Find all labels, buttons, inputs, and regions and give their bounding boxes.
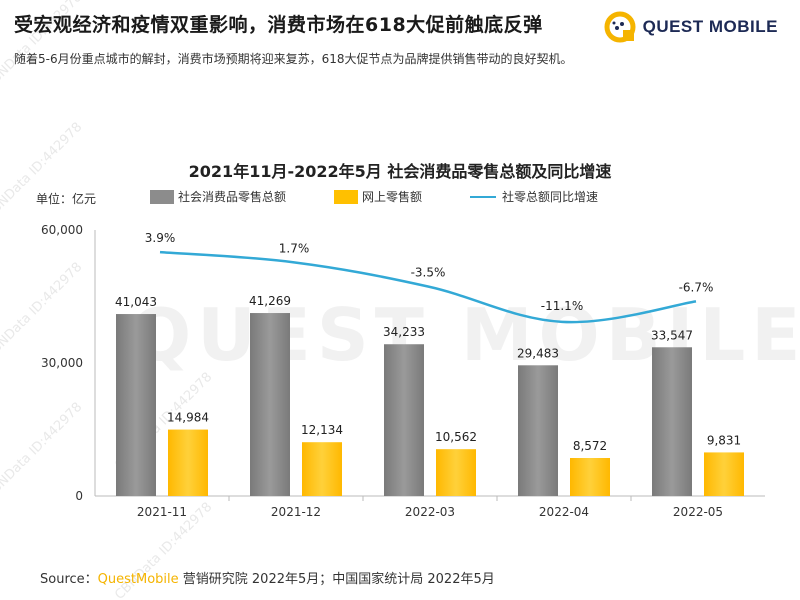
bar-total xyxy=(518,365,558,496)
data-label-online: 10,562 xyxy=(435,430,477,444)
legend-label-online: 网上零售额 xyxy=(362,190,423,204)
quest-mobile-logo-icon xyxy=(604,11,636,43)
data-label-online: 12,134 xyxy=(301,423,343,437)
bar-online xyxy=(168,429,208,496)
logo-text: QUEST MOBILE xyxy=(642,17,778,36)
legend-swatch-growth xyxy=(470,195,497,198)
data-label-growth: -6.7% xyxy=(679,280,714,294)
bar-total xyxy=(384,344,424,496)
data-label-growth: -11.1% xyxy=(541,299,583,313)
data-label-online: 14,984 xyxy=(167,411,209,425)
y-tick-label: 30,000 xyxy=(41,356,83,370)
x-tick-label: 2021-11 xyxy=(137,505,187,519)
source-footer: Source：QuestMobile 营销研究院 2022年5月；中国国家统计局… xyxy=(40,568,495,587)
data-label-growth: 1.7% xyxy=(279,241,310,255)
x-tick-label: 2021-12 xyxy=(271,505,321,519)
source-prefix: Source： xyxy=(40,572,98,587)
source-brand: QuestMobile xyxy=(97,572,179,587)
legend-swatch-online xyxy=(334,189,359,204)
y-tick-label: 0 xyxy=(75,489,83,503)
bar-online xyxy=(704,452,744,496)
bar-online xyxy=(436,449,476,496)
bar-total xyxy=(250,313,290,496)
page-title: 受宏观经济和疫情双重影响，消费市场在618大促前触底反弹 xyxy=(14,14,543,36)
legend-item-total: 社会消费品零售总额 xyxy=(150,188,286,205)
legend-label-total: 社会消费品零售总额 xyxy=(178,190,287,204)
chart-title: 2021年11月-2022年5月 社会消费品零售总额及同比增速 xyxy=(188,162,612,181)
page-subtitle: 随着5-6月份重点城市的解封，消费市场预期将迎来复苏，618大促节点为品牌提供销… xyxy=(14,52,573,66)
unit-label: 单位：亿元 xyxy=(36,192,97,206)
data-label-total: 41,043 xyxy=(115,295,157,309)
legend-label-growth: 社零总额同比增速 xyxy=(502,190,599,204)
data-label-growth: -3.5% xyxy=(411,266,446,280)
quest-mobile-logo: QUEST MOBILE xyxy=(603,10,778,44)
x-tick-label: 2022-05 xyxy=(673,505,723,519)
data-label-online: 9,831 xyxy=(707,433,741,447)
data-label-total: 41,269 xyxy=(249,294,291,308)
data-label-total: 34,233 xyxy=(383,325,425,339)
bar-online xyxy=(570,457,610,496)
data-label-total: 33,547 xyxy=(651,328,693,342)
bar-total xyxy=(116,314,156,496)
legend-swatch-total xyxy=(150,189,174,204)
y-tick-label: 60,000 xyxy=(41,223,83,237)
bar-total xyxy=(652,347,692,496)
x-tick-label: 2022-04 xyxy=(539,505,589,519)
source-text: 营销研究院 2022年5月；中国国家统计局 2022年5月 xyxy=(178,572,495,587)
growth-line xyxy=(159,250,697,324)
data-label-total: 29,483 xyxy=(517,346,559,360)
legend-item-online: 网上零售额 xyxy=(334,188,422,205)
x-tick-label: 2022-03 xyxy=(405,505,455,519)
legend-item-growth: 社零总额同比增速 xyxy=(470,188,598,205)
data-label-online: 8,572 xyxy=(573,439,607,453)
chart-legend: 社会消费品零售总额 网上零售额 社零总额同比增速 xyxy=(150,188,646,205)
data-label-growth: 3.9% xyxy=(145,231,176,245)
bar-online xyxy=(302,442,342,496)
